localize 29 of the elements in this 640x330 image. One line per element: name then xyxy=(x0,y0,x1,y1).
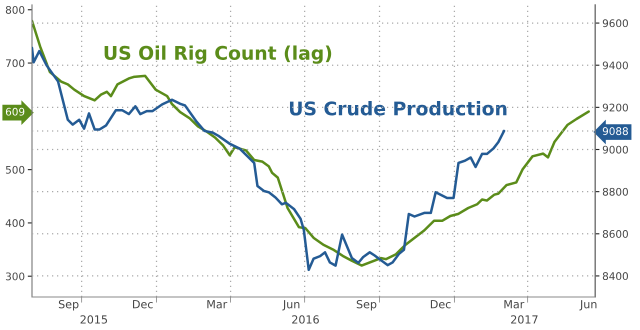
x-tick-label: Sep xyxy=(58,300,78,311)
y2-tick-label: 9088 xyxy=(602,127,628,136)
x2-tick-label: 2016 xyxy=(292,315,319,324)
x-tick-label: Jun xyxy=(579,300,596,310)
x-tick-label: Sep xyxy=(356,300,376,311)
x2-tick-label: 2017 xyxy=(511,315,538,324)
x-tick-label: Jun xyxy=(282,300,300,310)
y2-tick-label: 9600 xyxy=(602,19,628,28)
x-tick-label: Mar xyxy=(207,300,228,308)
x-tick-label: Dec xyxy=(133,300,153,308)
line-series xyxy=(32,46,506,272)
x2-tick-label: 2015 xyxy=(80,315,108,324)
x-tick-label: Mar xyxy=(504,300,524,308)
y-tick-label: 400 xyxy=(6,219,24,228)
y-tick-label: 609 xyxy=(6,108,24,116)
y-tick-label: 800 xyxy=(6,6,24,14)
x-tick-label: Dec xyxy=(430,300,451,308)
y2-tick-label: 8600 xyxy=(602,230,628,238)
y-tick-label: 700 xyxy=(6,59,24,68)
y-tick-label: 500 xyxy=(6,166,24,174)
line-series xyxy=(32,20,590,267)
y2-tick-label: 9000 xyxy=(602,146,628,154)
y-tick-label: 300 xyxy=(6,272,24,280)
y2-tick-label: 8800 xyxy=(602,188,628,196)
series-label: US Crude Production xyxy=(290,101,506,116)
y2-tick-label: 8400 xyxy=(602,272,628,280)
y2-tick-label: 9200 xyxy=(602,104,628,112)
series-label: US Oil Rig Count (lag) xyxy=(104,45,332,64)
y2-tick-label: 9400 xyxy=(602,61,628,70)
